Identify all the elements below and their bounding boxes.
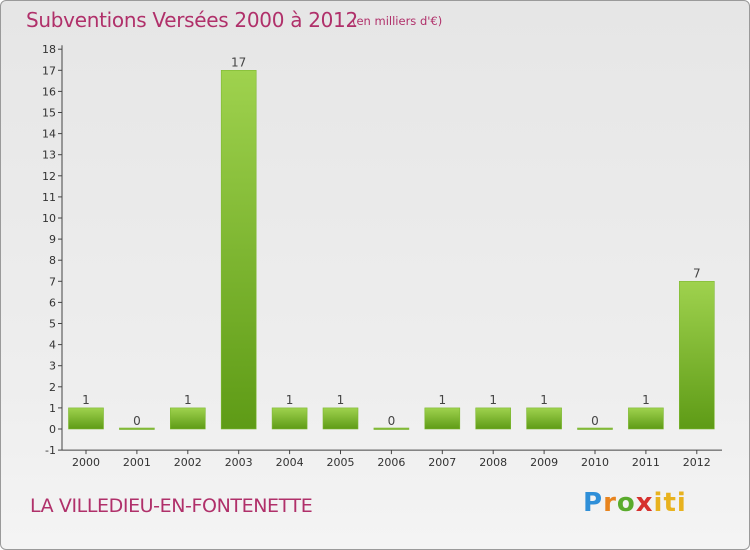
logo-letters-iti: iti — [653, 488, 687, 518]
bar — [220, 70, 257, 430]
data-label: 1 — [184, 393, 192, 407]
chart-title: Subventions Versées 2000 à 2012 — [26, 8, 358, 32]
y-tick-label: 0 — [49, 423, 56, 436]
x-tick-label: 2000 — [72, 456, 100, 469]
bar — [526, 407, 562, 430]
y-tick-label: 4 — [49, 339, 56, 352]
y-tick-label: 18 — [42, 43, 56, 56]
y-tick-label: -1 — [45, 444, 56, 457]
chart-unit: (en milliers d'€) — [352, 14, 443, 28]
y-tick-label: 14 — [42, 128, 56, 141]
data-label: 7 — [693, 266, 701, 280]
y-tick-label: 3 — [49, 360, 56, 373]
logo-letter-r: r — [603, 488, 617, 518]
y-tick-label: 16 — [42, 85, 56, 98]
y-tick-label: 10 — [42, 212, 56, 225]
data-label: 17 — [231, 55, 246, 69]
x-tick-label: 2012 — [683, 456, 711, 469]
x-tick-label: 2001 — [123, 456, 151, 469]
proxiti-logo: Proxiti — [583, 488, 687, 518]
bar — [170, 407, 206, 430]
y-tick-label: 12 — [42, 170, 56, 183]
data-label: 1 — [337, 393, 345, 407]
data-label: 0 — [133, 414, 141, 428]
bar — [271, 407, 308, 430]
y-tick-label: 9 — [49, 233, 56, 246]
x-tick-label: 2004 — [276, 456, 304, 469]
y-tick-label: 17 — [42, 64, 56, 77]
y-tick-label: 15 — [42, 107, 56, 120]
y-tick-label: 5 — [49, 318, 56, 331]
x-tick-label: 2006 — [377, 456, 405, 469]
data-label: 0 — [388, 414, 396, 428]
x-tick-label: 2009 — [530, 456, 558, 469]
y-tick-label: 13 — [42, 149, 56, 162]
data-label: 1 — [540, 393, 548, 407]
y-tick-label: 6 — [49, 296, 56, 309]
logo-letter-p: P — [583, 488, 604, 518]
bar — [424, 407, 461, 430]
data-label: 1 — [286, 393, 294, 407]
bar — [628, 407, 664, 430]
data-label: 1 — [642, 393, 650, 407]
y-tick-label: 8 — [49, 254, 56, 267]
x-tick-label: 2007 — [428, 456, 456, 469]
x-tick-label: 2008 — [479, 456, 507, 469]
x-tick-label: 2010 — [581, 456, 609, 469]
bar — [119, 427, 155, 430]
bar — [475, 407, 512, 430]
bar — [678, 280, 715, 430]
y-tick-label: 1 — [49, 402, 56, 415]
data-label: 1 — [438, 393, 446, 407]
bar — [322, 407, 359, 430]
bar — [577, 427, 613, 430]
x-tick-label: 2002 — [174, 456, 202, 469]
x-tick-label: 2003 — [225, 456, 253, 469]
logo-letter-o: o — [616, 488, 636, 518]
bar — [373, 427, 410, 430]
y-tick-label: 2 — [49, 381, 56, 394]
data-label: 1 — [489, 393, 497, 407]
commune-name: LA VILLEDIEU-EN-FONTENETTE — [30, 495, 313, 517]
y-tick-label: 7 — [49, 275, 56, 288]
bar — [68, 407, 104, 430]
y-tick-label: 11 — [42, 191, 56, 204]
x-tick-label: 2011 — [632, 456, 660, 469]
data-label: 0 — [591, 414, 599, 428]
x-tick-label: 2005 — [327, 456, 355, 469]
logo-letter-x: x — [635, 488, 654, 518]
data-label: 1 — [82, 393, 90, 407]
